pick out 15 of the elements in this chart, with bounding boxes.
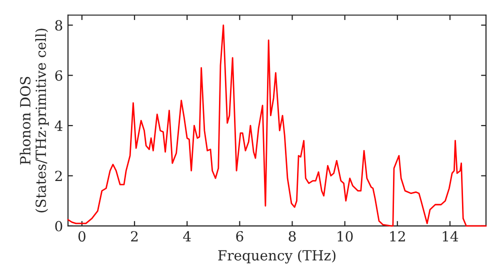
x-axis-title: Frequency (THz) xyxy=(218,250,336,264)
y-tick-label: 4 xyxy=(54,120,62,131)
x-tick-label: 8 xyxy=(288,231,296,242)
x-tick-label: 4 xyxy=(183,231,191,242)
x-tick-label: 14 xyxy=(442,231,458,242)
y-tick-label: 6 xyxy=(55,70,62,81)
x-tick-label: 0 xyxy=(78,231,86,242)
x-tick-label: 2 xyxy=(131,231,138,242)
x-tick-label: 12 xyxy=(390,231,405,242)
y-axis-title: Phonon DOS (States/THz·primitive cell) xyxy=(20,28,49,212)
y-tick-label: 2 xyxy=(55,170,62,182)
y-tick-label: 0 xyxy=(55,220,62,232)
y-tick-label: 8 xyxy=(55,20,62,31)
x-tick-label: 10 xyxy=(338,231,353,242)
x-tick-label: 6 xyxy=(236,231,244,242)
